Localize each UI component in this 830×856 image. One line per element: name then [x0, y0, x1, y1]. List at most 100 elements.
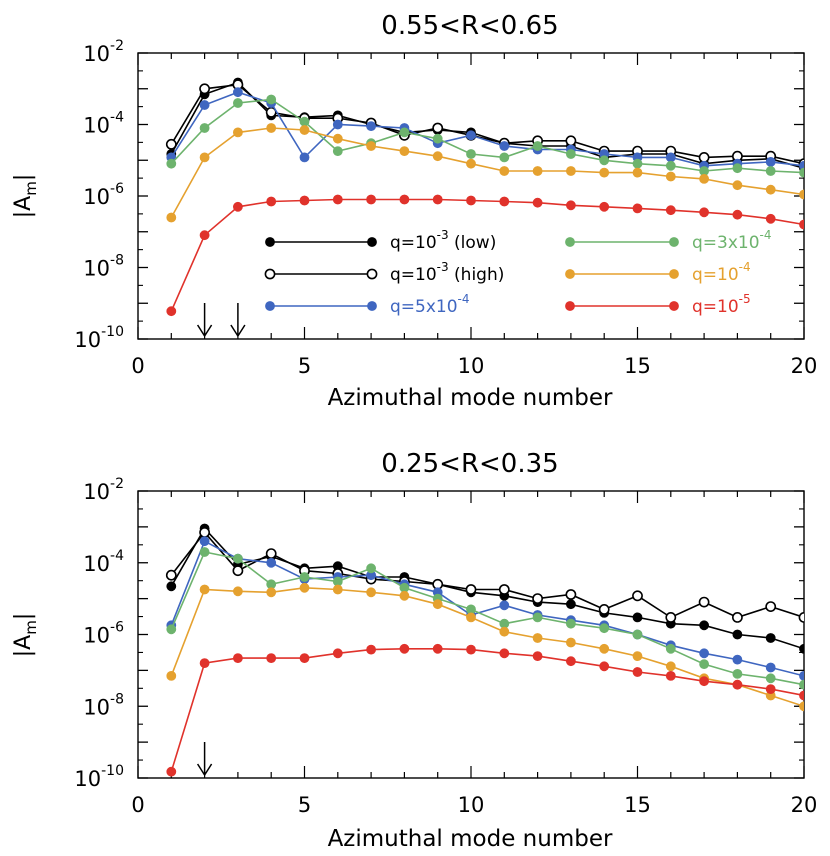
panel-top-x-axis: 0 5 10 15 20 — [131, 53, 817, 378]
data-point — [732, 679, 743, 690]
legend-label: q=3x10-4 — [692, 228, 772, 253]
data-point — [765, 166, 776, 176]
data-point — [798, 612, 804, 623]
data-point — [665, 671, 676, 681]
data-point — [532, 166, 543, 176]
data-point — [232, 201, 243, 212]
data-point — [299, 653, 310, 663]
data-point — [632, 167, 643, 178]
panel-top-arrows — [196, 303, 246, 338]
x-tick-label: 20 — [791, 793, 818, 817]
data-point — [332, 584, 343, 595]
data-point — [599, 201, 610, 212]
x-tick-label: 10 — [458, 354, 485, 378]
data-point — [366, 194, 376, 205]
data-point — [565, 135, 577, 147]
series-high — [165, 527, 804, 623]
y-tick-label: 10-6 — [83, 620, 124, 648]
data-point — [299, 125, 310, 135]
data-point — [466, 195, 476, 206]
data-point — [799, 701, 804, 712]
data-point — [432, 151, 443, 162]
series-q3e-4 — [166, 94, 804, 178]
data-point — [299, 152, 310, 163]
data-point — [166, 581, 177, 592]
series-line — [170, 647, 804, 772]
data-point — [199, 536, 210, 547]
series-line — [170, 83, 804, 165]
data-point — [632, 651, 643, 661]
data-point — [532, 593, 543, 604]
legend-entry-q1e-5: q=10-5 — [565, 292, 751, 317]
data-point — [466, 130, 476, 141]
data-point — [332, 133, 343, 144]
x-tick-label: 15 — [624, 354, 651, 378]
x-tick-label: 10 — [458, 793, 485, 817]
x-tick-label: 0 — [131, 354, 144, 378]
data-point — [266, 557, 277, 568]
data-point — [199, 658, 210, 668]
data-point — [532, 141, 543, 151]
data-point — [432, 194, 443, 205]
data-point — [199, 584, 210, 595]
data-point — [698, 596, 710, 608]
data-point — [632, 203, 643, 214]
data-point — [799, 679, 804, 690]
data-point — [199, 230, 210, 241]
legend-label: q=10-5 — [692, 292, 751, 317]
y-tick-label: 10-10 — [74, 763, 124, 791]
legend-entry-high: q=10-3 (high) — [264, 260, 504, 285]
data-point — [765, 601, 777, 612]
data-point — [599, 643, 610, 654]
panel-top-series — [165, 77, 804, 317]
data-point — [732, 163, 743, 174]
legend-label: q=10-3 (low) — [390, 228, 496, 253]
data-point — [765, 156, 776, 167]
panel-top-y-axis: 10-10 10-8 10-6 10-4 10-2 — [74, 38, 804, 352]
series-line — [170, 91, 804, 167]
data-point — [166, 212, 177, 223]
data-point — [765, 673, 776, 684]
series-q1e-4 — [166, 123, 804, 223]
data-point — [632, 667, 643, 677]
arrow-marker — [230, 303, 246, 338]
legend-entry-q1e-4: q=10-4 — [565, 260, 751, 285]
data-point — [466, 158, 476, 169]
arrow-marker — [196, 303, 213, 338]
data-point — [232, 653, 243, 663]
data-point — [266, 196, 277, 207]
data-point — [432, 599, 443, 610]
series-low — [166, 77, 804, 174]
data-point — [566, 200, 576, 211]
data-point — [598, 604, 610, 615]
data-point — [399, 146, 410, 156]
x-tick-label: 20 — [791, 354, 818, 378]
data-point — [799, 167, 804, 178]
data-point — [499, 600, 510, 611]
data-point — [299, 195, 310, 206]
data-point — [166, 306, 177, 317]
data-point — [665, 643, 676, 654]
data-point — [165, 569, 177, 581]
panel-bottom-x-axis: 0 5 10 15 20 — [131, 491, 817, 817]
data-point — [432, 122, 444, 134]
data-point — [232, 87, 243, 98]
series-q1e-5 — [166, 194, 804, 317]
data-point — [532, 197, 543, 208]
data-point — [566, 166, 576, 176]
data-point — [732, 209, 743, 220]
data-point — [432, 643, 443, 654]
data-point — [632, 629, 643, 640]
data-point — [232, 98, 243, 108]
data-point — [665, 205, 676, 216]
data-point — [465, 584, 477, 595]
x-tick-label: 15 — [624, 793, 651, 817]
data-point — [799, 671, 804, 681]
legend-label: q=10-4 — [692, 260, 751, 285]
data-point — [366, 141, 376, 151]
data-point — [599, 661, 610, 672]
panel-bottom-series — [165, 523, 804, 777]
series-line — [170, 527, 804, 650]
data-point — [232, 586, 243, 597]
legend-entry-low: q=10-3 (low) — [265, 228, 496, 253]
